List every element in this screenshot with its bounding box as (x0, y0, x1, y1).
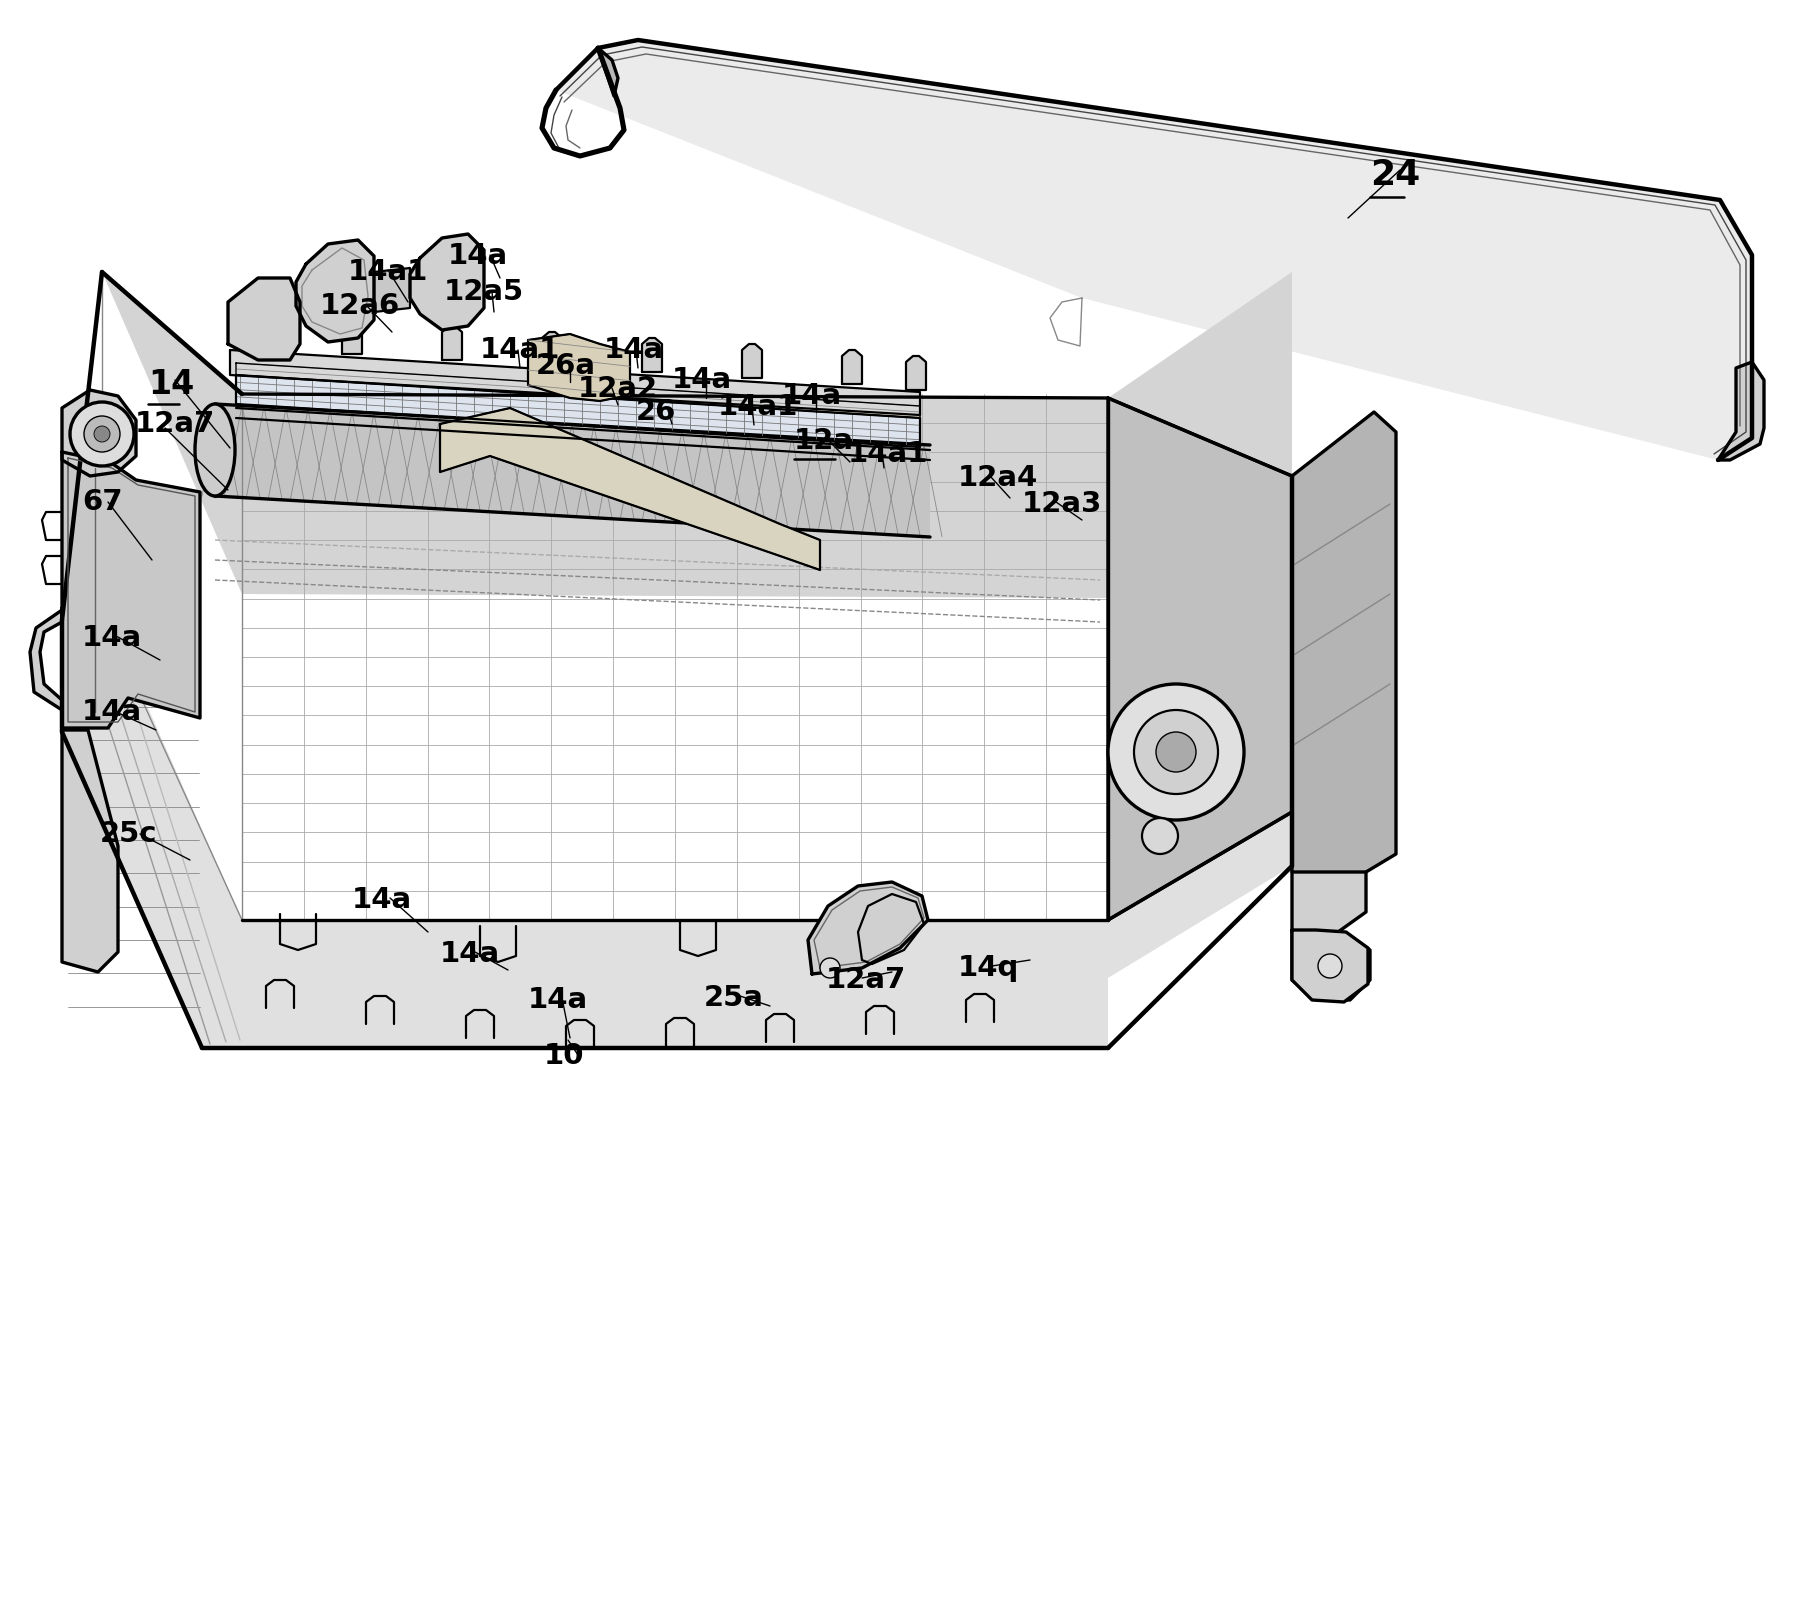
Circle shape (1133, 709, 1217, 794)
Text: 14a1: 14a1 (347, 258, 428, 286)
Text: 12a7: 12a7 (825, 966, 906, 993)
Polygon shape (230, 350, 919, 416)
Polygon shape (61, 603, 1291, 1048)
Text: 14: 14 (147, 368, 194, 401)
Polygon shape (236, 376, 919, 448)
Text: 14a1: 14a1 (480, 335, 559, 364)
Polygon shape (1108, 398, 1291, 920)
Text: 67: 67 (83, 488, 122, 515)
Text: 12a3: 12a3 (1021, 490, 1102, 518)
Polygon shape (541, 332, 561, 366)
Polygon shape (61, 730, 119, 973)
Circle shape (1156, 732, 1196, 772)
Polygon shape (1108, 398, 1291, 920)
Text: 14a: 14a (83, 624, 142, 652)
Polygon shape (61, 612, 243, 1048)
Polygon shape (31, 610, 61, 709)
Polygon shape (61, 390, 137, 477)
Polygon shape (741, 343, 762, 379)
Polygon shape (61, 453, 200, 729)
Text: 14a1: 14a1 (717, 393, 798, 421)
Text: 24: 24 (1370, 157, 1419, 193)
Polygon shape (597, 48, 619, 96)
Polygon shape (906, 356, 926, 390)
Text: 12a2: 12a2 (577, 376, 658, 403)
Circle shape (1318, 953, 1341, 977)
Polygon shape (556, 40, 1751, 461)
Polygon shape (102, 271, 1291, 599)
Text: 12a6: 12a6 (320, 292, 399, 319)
Circle shape (1142, 819, 1178, 854)
Polygon shape (297, 241, 374, 342)
Text: 14a: 14a (672, 366, 732, 393)
Text: 10: 10 (543, 1042, 584, 1071)
Text: 25a: 25a (703, 984, 764, 1013)
Text: 12a7: 12a7 (135, 409, 216, 438)
Circle shape (85, 416, 120, 453)
Polygon shape (527, 334, 629, 401)
Circle shape (70, 401, 133, 465)
Text: 14a: 14a (604, 335, 663, 364)
Polygon shape (1291, 929, 1366, 1002)
Polygon shape (442, 326, 462, 360)
Polygon shape (841, 350, 861, 384)
Polygon shape (1291, 872, 1365, 933)
Polygon shape (228, 278, 300, 360)
Polygon shape (441, 408, 820, 570)
Text: 12a5: 12a5 (444, 278, 523, 307)
Text: 14a1: 14a1 (847, 440, 928, 469)
Text: 12a: 12a (793, 427, 854, 454)
Text: 14a: 14a (83, 698, 142, 725)
Text: 14a: 14a (527, 985, 588, 1014)
Polygon shape (1291, 412, 1395, 872)
Text: 14q: 14q (958, 953, 1019, 982)
Text: 25c: 25c (101, 820, 158, 847)
Polygon shape (374, 268, 410, 311)
Text: 14a: 14a (448, 242, 507, 270)
Text: 14a: 14a (441, 941, 500, 968)
Polygon shape (236, 363, 919, 417)
Text: 26a: 26a (536, 351, 595, 380)
Polygon shape (1717, 363, 1764, 461)
Text: 14a: 14a (352, 886, 412, 913)
Ellipse shape (194, 404, 236, 496)
Circle shape (1108, 684, 1242, 820)
Circle shape (820, 958, 840, 977)
Text: 26: 26 (636, 398, 676, 425)
Polygon shape (807, 883, 928, 974)
Text: 12a4: 12a4 (958, 464, 1037, 493)
Polygon shape (858, 894, 924, 965)
Polygon shape (216, 404, 930, 538)
Polygon shape (642, 339, 662, 372)
Circle shape (93, 425, 110, 441)
Polygon shape (342, 319, 361, 355)
Text: 14a: 14a (782, 382, 841, 409)
Polygon shape (410, 234, 484, 331)
Polygon shape (243, 315, 263, 348)
